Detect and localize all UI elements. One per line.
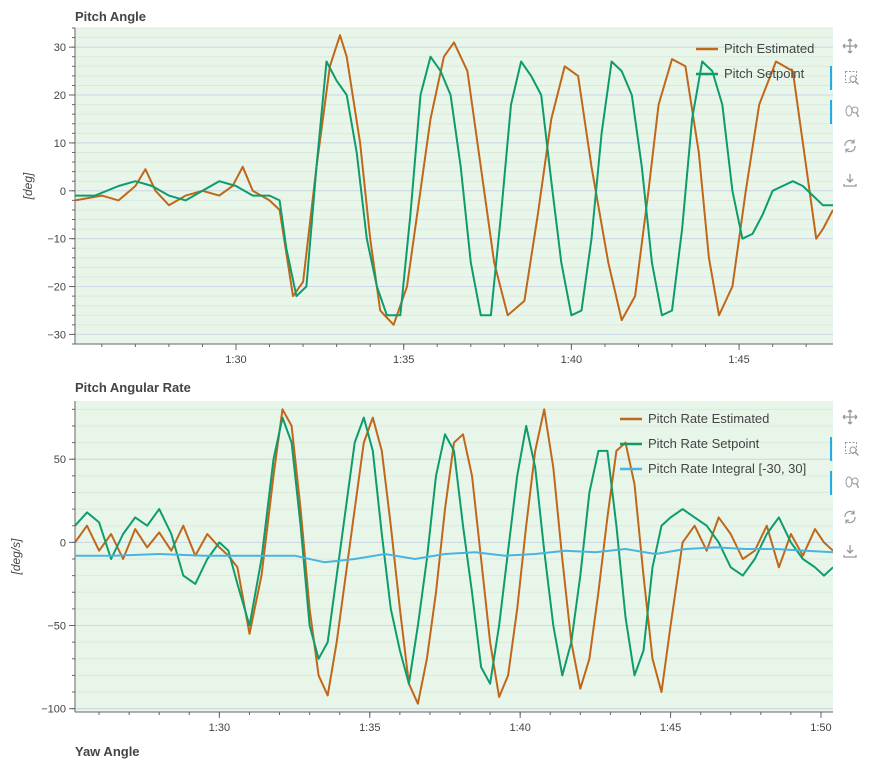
y-tick-label: −30 (47, 329, 66, 341)
legend-label: Pitch Estimated (724, 41, 814, 56)
series-line-0 (75, 408, 833, 705)
x-tick-label: 1:35 (393, 354, 414, 366)
series-line-1 (75, 55, 833, 317)
chart-0: 30 20 10 0 −10 −20 −30 1:30 1:35 1:40 1:45 Pitch An… (21, 9, 833, 366)
y-axis-label: [deg/s] (9, 538, 23, 576)
legend-label: Pitch Rate Estimated (648, 411, 769, 426)
box-zoom-icon[interactable] (830, 437, 872, 461)
legend-label: Pitch Setpoint (724, 66, 805, 81)
legend-label: Pitch Rate Setpoint (648, 436, 760, 451)
y-tick-label: −20 (47, 282, 66, 294)
x-tick-label: 1:45 (728, 354, 749, 366)
save-icon[interactable] (830, 168, 870, 192)
pan-icon[interactable] (830, 405, 870, 429)
y-axis-label: [deg] (21, 172, 35, 200)
x-tick-label: 1:40 (509, 722, 530, 734)
series-line-0 (75, 34, 833, 326)
x-tick-label: 1:45 (660, 722, 681, 734)
reset-icon[interactable] (830, 134, 870, 158)
y-tick-label: −50 (47, 621, 66, 633)
x-tick-label: 1:30 (225, 354, 246, 366)
pan-icon[interactable] (830, 34, 870, 58)
chart-title: Pitch Angle (75, 9, 146, 24)
wheel-zoom-icon[interactable] (830, 471, 872, 495)
y-tick-label: 20 (54, 90, 66, 102)
x-tick-label: 1:50 (810, 722, 831, 734)
y-tick-label: 10 (54, 138, 66, 150)
y-tick-label: 30 (54, 42, 66, 54)
y-tick-label: −100 (41, 704, 66, 716)
box-zoom-icon[interactable] (830, 66, 872, 90)
x-tick-label: 1:40 (561, 354, 582, 366)
x-tick-label: 1:35 (359, 722, 380, 734)
x-tick-label: 1:30 (209, 722, 230, 734)
series-line-1 (75, 416, 833, 685)
save-icon[interactable] (830, 539, 870, 563)
y-tick-label: 0 (60, 537, 66, 549)
reset-icon[interactable] (830, 505, 870, 529)
chart-1: 50 0 −50 −100 1:30 1:35 1:40 1:45 1:50 Pitch Angu… (9, 380, 833, 734)
y-tick-label: −10 (47, 234, 66, 246)
legend-label: Pitch Rate Integral [-30, 30] (648, 461, 806, 476)
wheel-zoom-icon[interactable] (830, 100, 872, 124)
chart-title: Pitch Angular Rate (75, 380, 191, 395)
series-line-2 (75, 546, 833, 564)
plot-area (75, 28, 833, 344)
y-tick-label: 0 (60, 186, 66, 198)
y-tick-label: 50 (54, 454, 66, 466)
next-chart-title: Yaw Angle (75, 744, 140, 759)
